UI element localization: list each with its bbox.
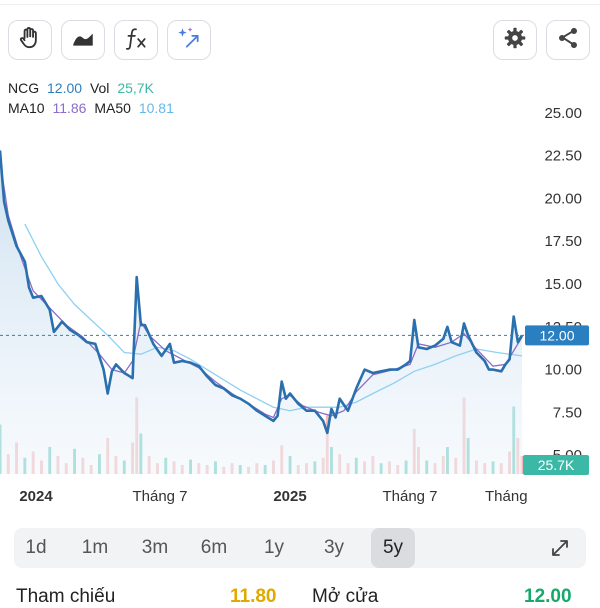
symbol-label: NCG: [8, 80, 40, 96]
hand-icon: [17, 25, 43, 56]
x-tick-label: Tháng 7: [382, 488, 437, 505]
gear-icon: [502, 25, 528, 56]
indicator-button[interactable]: [114, 20, 158, 60]
x-axis: 2024 Tháng 7 2025 Tháng 7 Tháng: [19, 488, 527, 505]
y-tick-label: 25.00: [544, 105, 582, 122]
period-1d[interactable]: 1d: [25, 537, 47, 558]
ma50-line: [24, 223, 523, 412]
open-price-value: 12.00: [524, 586, 572, 607]
open-price-label: Mở cửa: [312, 586, 379, 607]
fx-icon: [123, 25, 149, 56]
y-tick-label: 17.50: [544, 233, 582, 250]
price-chart[interactable]: 25.0022.5020.0017.5015.0012.5010.007.505…: [0, 70, 600, 510]
chart-type-button[interactable]: [61, 20, 105, 60]
current-volume-text: 25.7K: [538, 457, 575, 473]
y-axis: 25.0022.5020.0017.5015.0012.5010.007.505…: [544, 105, 582, 464]
price-value: 12.00: [47, 80, 83, 96]
share-button[interactable]: [546, 20, 590, 60]
chart-toolbar: [0, 14, 600, 66]
draw-tool-button[interactable]: [8, 20, 52, 60]
current-volume-label: 25.7K: [523, 455, 589, 475]
chart-legend: NCG 12.00 Vol 25,7K MA10 11.86 MA50 10.8…: [8, 78, 178, 118]
volume-label: Vol: [89, 80, 110, 96]
price-area-fill: [0, 150, 522, 474]
settings-button[interactable]: [493, 20, 537, 60]
period-3m[interactable]: 3m: [141, 537, 169, 558]
y-tick-label: 7.50: [553, 404, 582, 421]
period-1m[interactable]: 1m: [81, 537, 109, 558]
y-tick-label: 15.00: [544, 276, 582, 293]
ai-analysis-button[interactable]: [167, 20, 211, 60]
x-tick-label: 2024: [19, 488, 53, 505]
y-tick-label: 10.00: [544, 362, 582, 379]
volume-value: 25,7K: [117, 80, 154, 96]
period-5y[interactable]: 5y: [371, 528, 415, 568]
x-tick-label: Tháng 7: [132, 488, 187, 505]
x-tick-label: 2025: [273, 488, 306, 505]
reference-price-label: Tham chiếu: [16, 586, 116, 607]
period-selector: 1d 1m 3m 6m 1y 3y 5y: [14, 528, 586, 568]
magic-icon: [176, 25, 202, 56]
period-6m[interactable]: 6m: [200, 537, 228, 558]
expand-icon[interactable]: [548, 536, 572, 560]
price-line: [0, 150, 524, 435]
area-chart-icon: [70, 25, 96, 56]
period-3y[interactable]: 3y: [323, 537, 345, 558]
ma10-label: MA10: [8, 100, 45, 116]
ma10-value: 11.86: [52, 100, 87, 116]
quote-summary: Tham chiếu 11.80 Mở cửa 12.00: [0, 586, 600, 607]
y-tick-label: 22.50: [544, 148, 582, 165]
ma50-label: MA50: [94, 100, 131, 116]
x-tick-label: Tháng: [485, 488, 528, 505]
current-price-label: 12.00: [525, 325, 589, 346]
reference-price-value: 11.80: [230, 586, 277, 607]
current-price-text: 12.00: [539, 327, 574, 343]
ma50-value: 10.81: [138, 100, 174, 116]
top-divider: [0, 4, 600, 5]
y-tick-label: 20.00: [544, 190, 582, 207]
period-1y[interactable]: 1y: [263, 537, 285, 558]
share-icon: [555, 25, 581, 56]
